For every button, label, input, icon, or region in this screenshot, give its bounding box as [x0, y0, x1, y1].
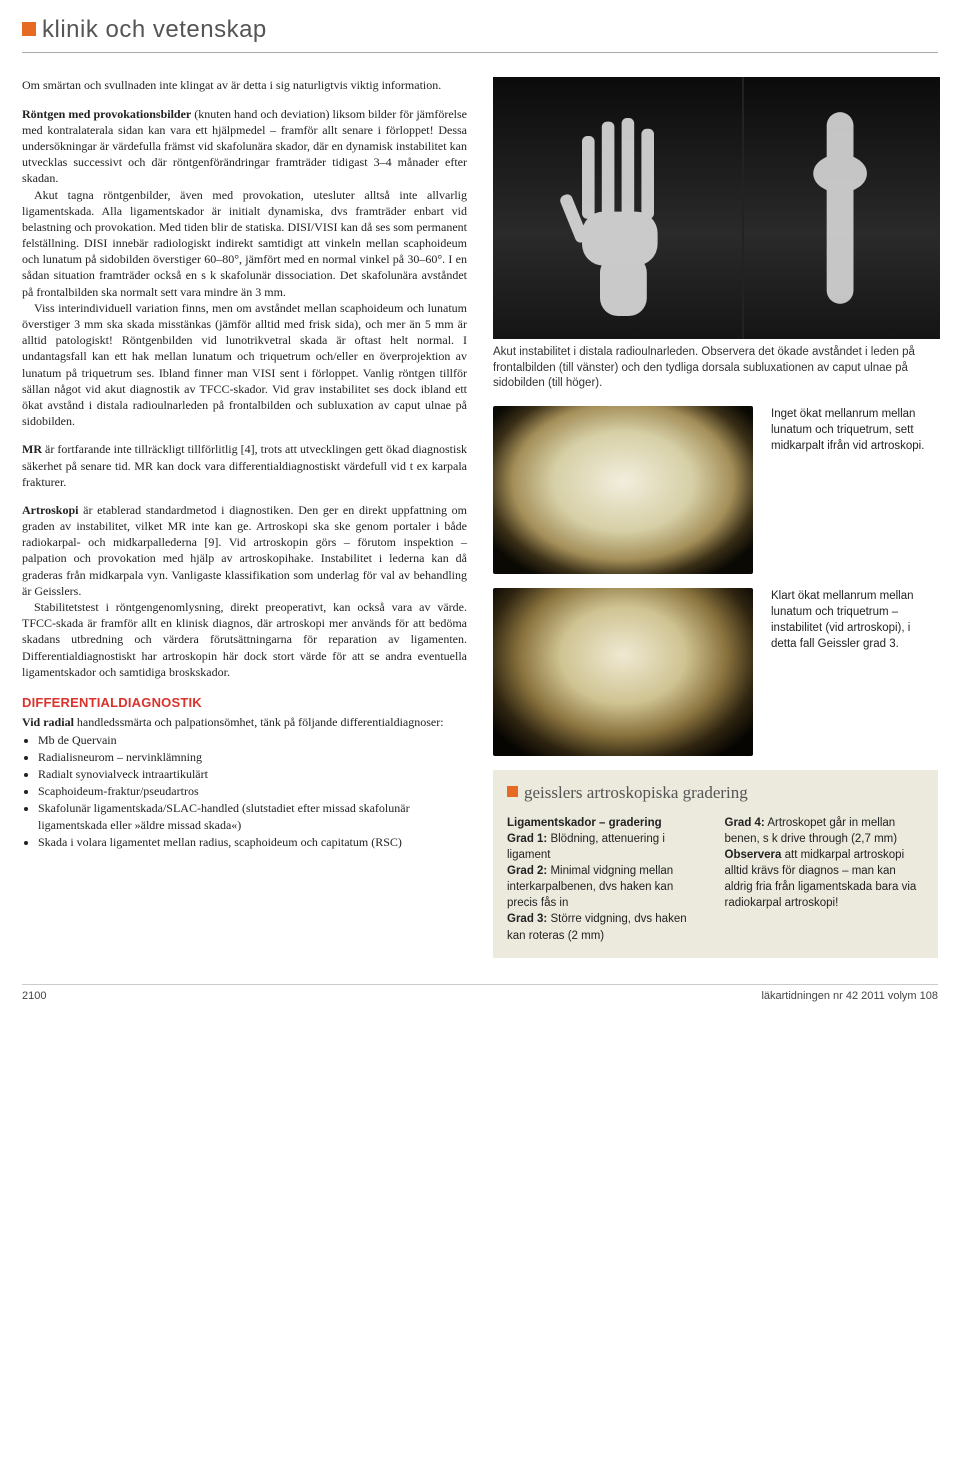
ib-heading: Ligamentskador – gradering [507, 817, 662, 829]
artro-text1: är etablerad standardmetod i diagnostike… [22, 503, 467, 598]
left-column: Om smärtan och svullnaden inte klingat a… [22, 77, 467, 957]
diff-item: Skada i volara ligamentet mellan radius,… [38, 834, 467, 850]
arthroscopy-image-1 [493, 406, 753, 574]
infobox-columns: Ligamentskador – gradering Grad 1: Blödn… [507, 815, 924, 944]
ib-note-label: Observera [725, 849, 782, 861]
bullet-icon [507, 786, 518, 797]
rontgen-label: Röntgen med provokationsbilder [22, 107, 191, 121]
diff-intro-bold: Vid radial [22, 715, 74, 729]
mr-para: MR är fortfarande inte tillräckligt till… [22, 441, 467, 490]
xray-figure [493, 77, 938, 339]
akut-para: Akut tagna röntgenbilder, även med provo… [22, 187, 467, 300]
diff-item: Scaphoideum-fraktur/pseudartros [38, 783, 467, 799]
ib-grade-label: Grad 3: [507, 913, 547, 925]
arthro-caption-2: Klart ökat mellanrum mellan lunatum och … [771, 588, 936, 652]
rontgen-para: Röntgen med provokationsbilder (knuten h… [22, 106, 467, 187]
artro-para1: Artroskopi är etablerad standardmetod i … [22, 502, 467, 599]
bullet-icon [22, 22, 36, 36]
diff-item: Radialisneurom – nervinklämning [38, 749, 467, 765]
viss-para: Viss interindividuell variation finns, m… [22, 300, 467, 430]
infobox-title-text: geisslers artroskopiska gradering [524, 783, 748, 802]
artro-label: Artroskopi [22, 503, 78, 517]
page-footer: 2100 läkartidningen nr 42 2011 volym 108 [22, 984, 938, 1004]
xray-side-icon [782, 93, 902, 323]
ib-grade-label: Grad 1: [507, 833, 547, 845]
arthro-row-1: Inget ökat mellanrum mellan lunatum och … [493, 406, 938, 574]
diff-item: Mb de Quervain [38, 732, 467, 748]
right-column: Akut instabilitet i distala radioulnarle… [493, 77, 938, 957]
mr-label: MR [22, 442, 42, 456]
journal-ref: läkartidningen nr 42 2011 volym 108 [761, 989, 938, 1004]
arthroscopy-image-2 [493, 588, 753, 756]
diff-item: Radialt synovialveck intraartikulärt [38, 766, 467, 782]
diff-list: Mb de Quervain Radialisneurom – nervinkl… [38, 732, 467, 850]
mr-text: är fortfarande inte tillräckligt tillför… [22, 442, 467, 488]
ib-grade-label: Grad 4: [725, 817, 765, 829]
arthro-caption-1: Inget ökat mellanrum mellan lunatum och … [771, 406, 936, 454]
section-header: klinik och vetenskap [22, 10, 938, 53]
intro-para: Om smärtan och svullnaden inte klingat a… [22, 77, 467, 93]
xray-hand-icon [528, 93, 708, 323]
diff-heading: DIFFERENTIALDIAGNOSTIK [22, 694, 467, 712]
geissler-box: geisslers artroskopiska gradering Ligame… [493, 770, 938, 958]
artro-para2: Stabilitetstest i röntgengenomlysning, d… [22, 599, 467, 680]
ib-grade-label: Grad 2: [507, 865, 547, 877]
diff-intro: Vid radial handledssmärta och palpations… [22, 714, 467, 730]
xray-lateral [744, 77, 940, 339]
page-grid: Om smärtan och svullnaden inte klingat a… [22, 77, 938, 957]
xray-frontal [493, 77, 742, 339]
page-number: 2100 [22, 989, 46, 1004]
diff-intro-text: handledssmärta och palpationsömhet, tänk… [74, 715, 444, 729]
arthro-row-2: Klart ökat mellanrum mellan lunatum och … [493, 588, 938, 756]
infobox-col-left: Ligamentskador – gradering Grad 1: Blödn… [507, 815, 707, 944]
xray-caption: Akut instabilitet i distala radioulnarle… [493, 345, 938, 392]
diff-item: Skafolunär ligamentskada/SLAC-handled (s… [38, 800, 467, 832]
section-title: klinik och vetenskap [42, 16, 267, 43]
infobox-col-right: Grad 4: Artroskopet går in mellan benen,… [725, 815, 925, 944]
infobox-title: geisslers artroskopiska gradering [507, 782, 924, 805]
